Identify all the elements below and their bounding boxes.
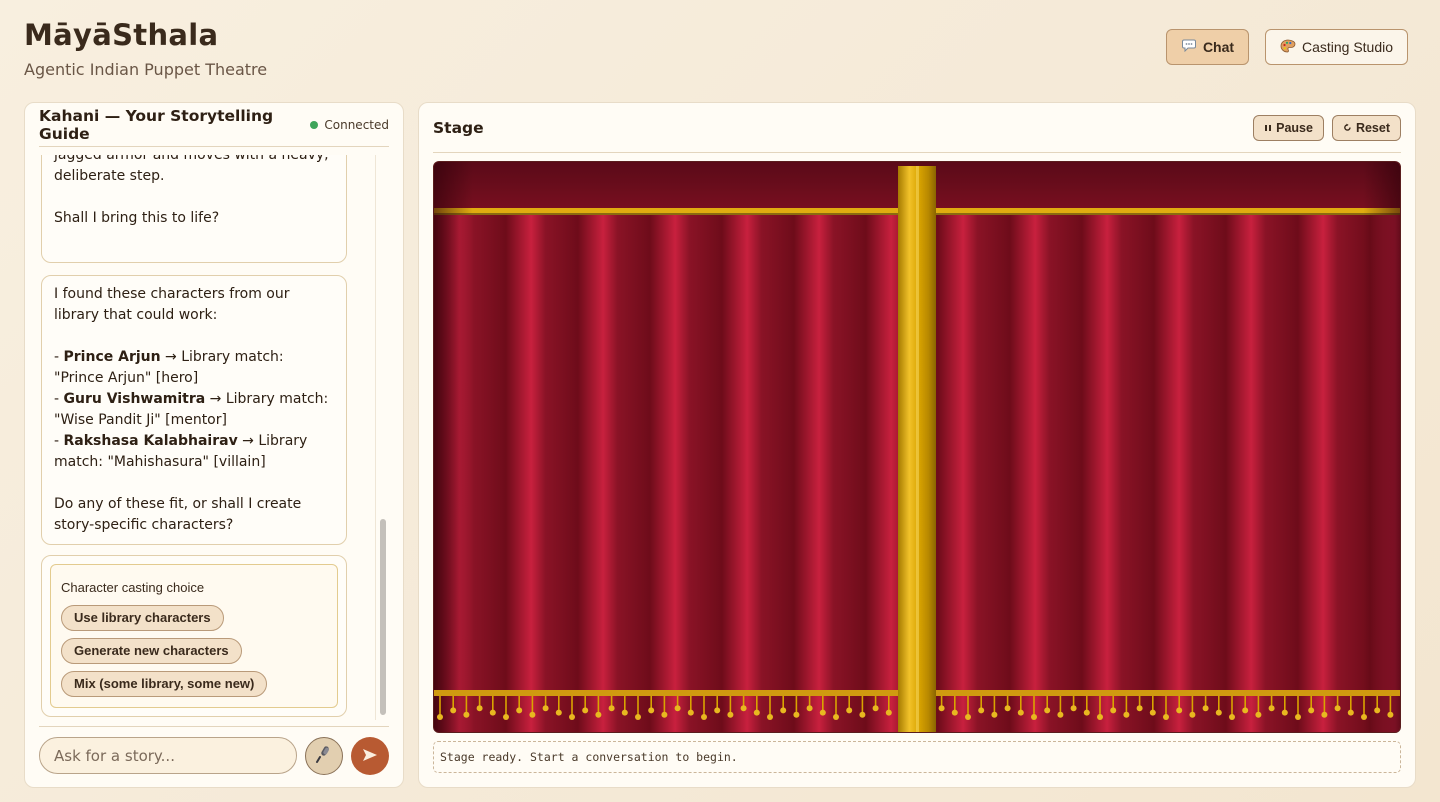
connection-status-label: Connected <box>324 117 389 132</box>
status-dot-icon <box>310 120 319 129</box>
message-question: Do any of these fit, or shall I create s… <box>54 496 306 533</box>
generate-new-characters-button[interactable]: Generate new characters <box>61 638 242 664</box>
message-list[interactable]: menacing expression. He wears dark, jagg… <box>39 155 375 720</box>
match-arrow: → <box>209 391 222 407</box>
message-followup: Shall I bring this to life? <box>54 210 220 226</box>
palette-icon <box>1280 39 1296 56</box>
library-match-item: - Prince Arjun → Library match: "Prince … <box>54 349 289 386</box>
reset-label: Reset <box>1355 120 1390 135</box>
chat-header: Kahani — Your Storytelling Guide Connect… <box>39 103 389 147</box>
chat-panel: Kahani — Your Storytelling Guide Connect… <box>24 102 404 788</box>
match-text: Library match: "Prince Arjun" [hero] <box>54 349 289 386</box>
match-arrow: → <box>242 433 254 449</box>
send-button[interactable] <box>351 737 389 775</box>
library-match-item: - Guru Vishwamitra → Library match: "Wis… <box>54 391 333 428</box>
microphone-button[interactable] <box>305 737 343 775</box>
stage-canvas[interactable] <box>433 161 1401 733</box>
reset-icon <box>1343 121 1352 135</box>
message-intro: I found these characters from our librar… <box>54 286 294 323</box>
casting-studio-button[interactable]: Casting Studio <box>1265 29 1408 65</box>
curtain-illustration <box>434 162 1400 732</box>
character-name: Rakshasa Kalabhairav <box>63 433 238 449</box>
microphone-icon <box>315 745 333 768</box>
speech-bubble-icon <box>1181 39 1197 55</box>
story-prompt-input[interactable] <box>39 737 297 774</box>
chat-title: Kahani — Your Storytelling Guide <box>39 106 274 143</box>
app-title: MāyāSthala <box>24 18 219 52</box>
assistant-message: I found these characters from our librar… <box>41 275 347 545</box>
mix-characters-button[interactable]: Mix (some library, some new) <box>61 671 268 697</box>
stage-status-log: Stage ready. Start a conversation to beg… <box>433 741 1401 773</box>
connection-status: Connected <box>310 118 389 132</box>
stage-title: Stage <box>433 118 484 137</box>
match-text: Library match: "Mahishasura" [villain] <box>54 433 312 470</box>
reset-button[interactable]: Reset <box>1331 114 1401 141</box>
choice-message: Character casting choice Use library cha… <box>41 555 347 717</box>
pause-icon <box>1264 121 1272 135</box>
scrollbar-thumb[interactable] <box>380 519 386 715</box>
send-arrow-icon <box>362 748 378 765</box>
message-scrollbar[interactable] <box>375 155 389 720</box>
assistant-message: menacing expression. He wears dark, jagg… <box>41 155 347 263</box>
stage-panel: Stage Pause Reset <box>418 102 1416 788</box>
library-match-item: - Rakshasa Kalabhairav → Library match: … <box>54 433 312 470</box>
pause-button[interactable]: Pause <box>1253 114 1324 141</box>
chat-tab-button[interactable]: Chat <box>1166 29 1249 65</box>
app-subtitle: Agentic Indian Puppet Theatre <box>24 60 268 79</box>
character-name: Guru Vishwamitra <box>63 391 206 407</box>
casting-choice-box: Character casting choice Use library cha… <box>50 564 338 708</box>
match-text: Library match: "Wise Pandit Ji" [mentor] <box>54 391 333 428</box>
casting-studio-label: Casting Studio <box>1301 39 1394 55</box>
chat-composer <box>39 726 389 782</box>
match-arrow: → <box>165 349 177 365</box>
use-library-characters-button[interactable]: Use library characters <box>61 605 224 631</box>
casting-choice-label: Character casting choice <box>61 580 205 595</box>
character-name: Prince Arjun <box>63 349 161 365</box>
chat-tab-label: Chat <box>1202 39 1235 55</box>
message-text: menacing expression. He wears dark, jagg… <box>54 155 329 184</box>
stage-header: Stage Pause Reset <box>433 103 1401 153</box>
pause-label: Pause <box>1276 120 1313 135</box>
